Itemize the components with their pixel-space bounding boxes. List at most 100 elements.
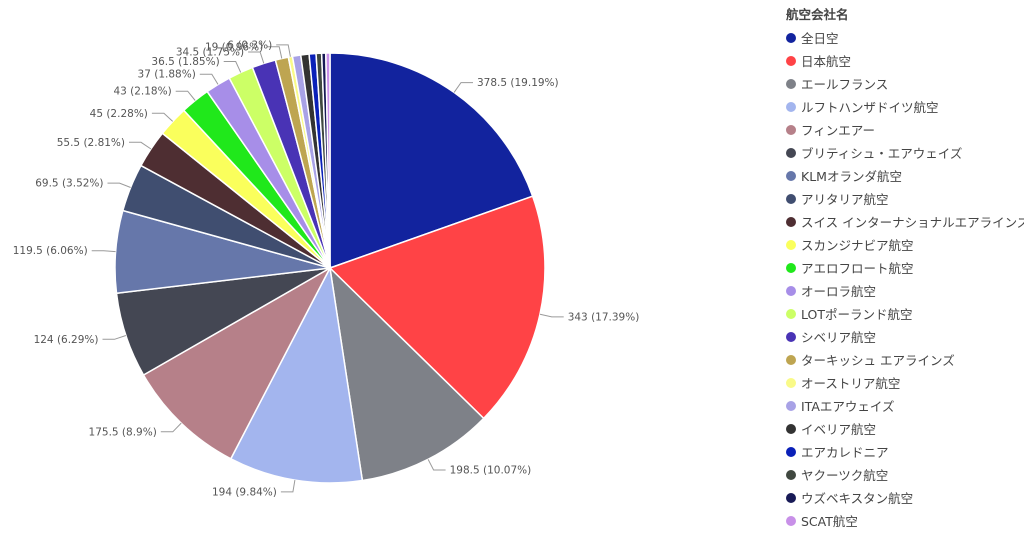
legend-label: アエロフロート航空 [801,261,914,276]
legend-item-19[interactable]: ヤクーツク航空 [786,463,1022,486]
data-label-12: 36.5 (1.85%) [151,56,219,68]
leader-line-8 [129,141,152,150]
data-label-15: 6 (0.3%) [227,39,272,51]
legend-swatch-icon [786,147,796,158]
legend-label: スイス インターナショナルエアラインズ [801,215,1024,230]
data-label-10: 43 (2.18%) [113,86,171,98]
leader-line-14 [267,46,283,59]
data-label-5: 124 (6.29%) [34,334,99,346]
legend-label: KLMオランダ航空 [801,169,902,184]
leader-line-5 [102,335,127,340]
leader-line-2 [427,459,446,471]
legend-title: 航空会社名 [786,7,849,22]
data-label-6: 119.5 (6.06%) [13,245,88,257]
legend-item-14[interactable]: ターキッシュ エアラインズ [786,348,1022,371]
data-label-9: 45 (2.28%) [90,108,148,120]
data-label-13: 34.5 (1.75%) [176,47,244,59]
legend-label: オーロラ航空 [801,284,877,299]
legend-item-21[interactable]: SCAT航空 [786,509,1022,532]
legend-swatch-icon [786,124,796,135]
data-label-8: 55.5 (2.81%) [57,137,125,149]
legend-label: シベリア航空 [801,330,877,345]
pie-chart: 378.5 (19.19%) 343 (17.39%) 198.5 (10.07%)… [13,39,640,498]
legend-label: スカンジナビア航空 [801,238,914,253]
legend-label: エールフランス [801,77,889,92]
legend-label: エアカレドニア [801,445,889,460]
leader-line-4 [160,422,182,433]
legend-swatch-icon [786,492,796,503]
legend-swatch-icon [786,354,796,365]
legend-label: フィンエアー [801,123,876,138]
legend-item-15[interactable]: オーストリア航空 [786,371,1022,394]
legend-item-7[interactable]: アリタリア航空 [786,187,1022,210]
legend-swatch-icon [786,193,796,204]
legend-item-12[interactable]: LOTポーランド航空 [786,302,1022,325]
legend-item-5[interactable]: ブリティシュ・エアウェイズ [786,141,1022,164]
pie-slice-4[interactable] [142,266,332,460]
leader-line-13 [248,51,265,64]
legend-label: ウズベキスタン航空 [801,491,914,506]
data-label-3: 194 (9.84%) [212,486,277,498]
pie-slice-0[interactable] [329,52,534,270]
leader-line-15 [276,44,291,57]
data-label-7: 69.5 (3.52%) [35,178,103,190]
legend-swatch-icon [786,101,796,112]
legend-item-13[interactable]: シベリア航空 [786,325,1022,348]
legend-label: ITAエアウェイズ [801,399,895,414]
leader-line-1 [539,313,564,318]
legend-item-2[interactable]: エールフランス [786,72,1022,95]
legend-item-20[interactable]: ウズベキスタン航空 [786,486,1022,509]
legend-item-10[interactable]: アエロフロート航空 [786,256,1022,279]
legend-item-18[interactable]: エアカレドニア [786,440,1022,463]
legend-swatch-icon [786,262,796,273]
legend-swatch-icon [786,216,796,227]
leader-line-0 [453,82,473,93]
legend-item-3[interactable]: ルフトハンザドイツ航空 [786,95,1022,118]
legend-swatch-icon [786,308,796,319]
legend-item-4[interactable]: フィンエアー [786,118,1022,141]
legend-item-0[interactable]: 全日空 [786,26,1022,49]
data-label-0: 378.5 (19.19%) [477,77,559,89]
data-label-1: 343 (17.39%) [568,311,640,323]
legend: 航空会社名 全日空日本航空エールフランスルフトハンザドイツ航空 フィンエアーブリテ… [786,4,1024,532]
legend-label: ブリティシュ・エアウェイズ [801,146,963,161]
legend-swatch-icon [786,515,796,526]
legend-item-9[interactable]: スカンジナビア航空 [786,233,1022,256]
legend-swatch-icon [786,331,796,342]
legend-swatch-icon [786,400,796,411]
leader-line-3 [280,480,296,493]
legend-item-16[interactable]: ITAエアウェイズ [786,394,1022,417]
legend-label: ルフトハンザドイツ航空 [801,100,939,115]
legend-swatch-icon [786,55,796,66]
legend-label: イベリア航空 [801,422,877,437]
data-label-4: 175.5 (8.9%) [89,426,157,438]
legend-label: ヤクーツク航空 [801,468,889,483]
data-label-11: 37 (1.88%) [138,69,196,81]
legend-label: SCAT航空 [801,514,858,529]
legend-swatch-icon [786,285,796,296]
legend-swatch-icon [786,170,796,181]
leader-line-9 [151,112,174,122]
data-label-14: 19 (0.96%) [205,41,263,53]
leader-line-11 [199,73,219,85]
legend-item-1[interactable]: 日本航空 [786,49,1022,72]
leader-line-10 [175,90,196,101]
legend-swatch-icon [786,377,796,388]
legend-swatch-icon [786,469,796,480]
pie-slice-21[interactable] [325,52,331,269]
data-label-2: 198.5 (10.07%) [450,465,532,477]
legend-item-17[interactable]: イベリア航空 [786,417,1022,440]
leader-line-12 [223,61,242,73]
leader-line-7 [107,182,131,188]
legend-label: アリタリア航空 [801,192,889,207]
legend-label: LOTポーランド航空 [801,307,913,322]
legend-label: オーストリア航空 [801,376,901,391]
legend-label: 全日空 [801,31,839,46]
pie-slice-1[interactable] [328,195,546,420]
legend-item-8[interactable]: スイス インターナショナルエアラインズ [786,210,1024,233]
legend-item-6[interactable]: KLMオランダ航空 [786,164,1022,187]
legend-swatch-icon [786,32,796,43]
legend-swatch-icon [786,446,796,457]
legend-item-11[interactable]: オーロラ航空 [786,279,1022,302]
legend-swatch-icon [786,239,796,250]
